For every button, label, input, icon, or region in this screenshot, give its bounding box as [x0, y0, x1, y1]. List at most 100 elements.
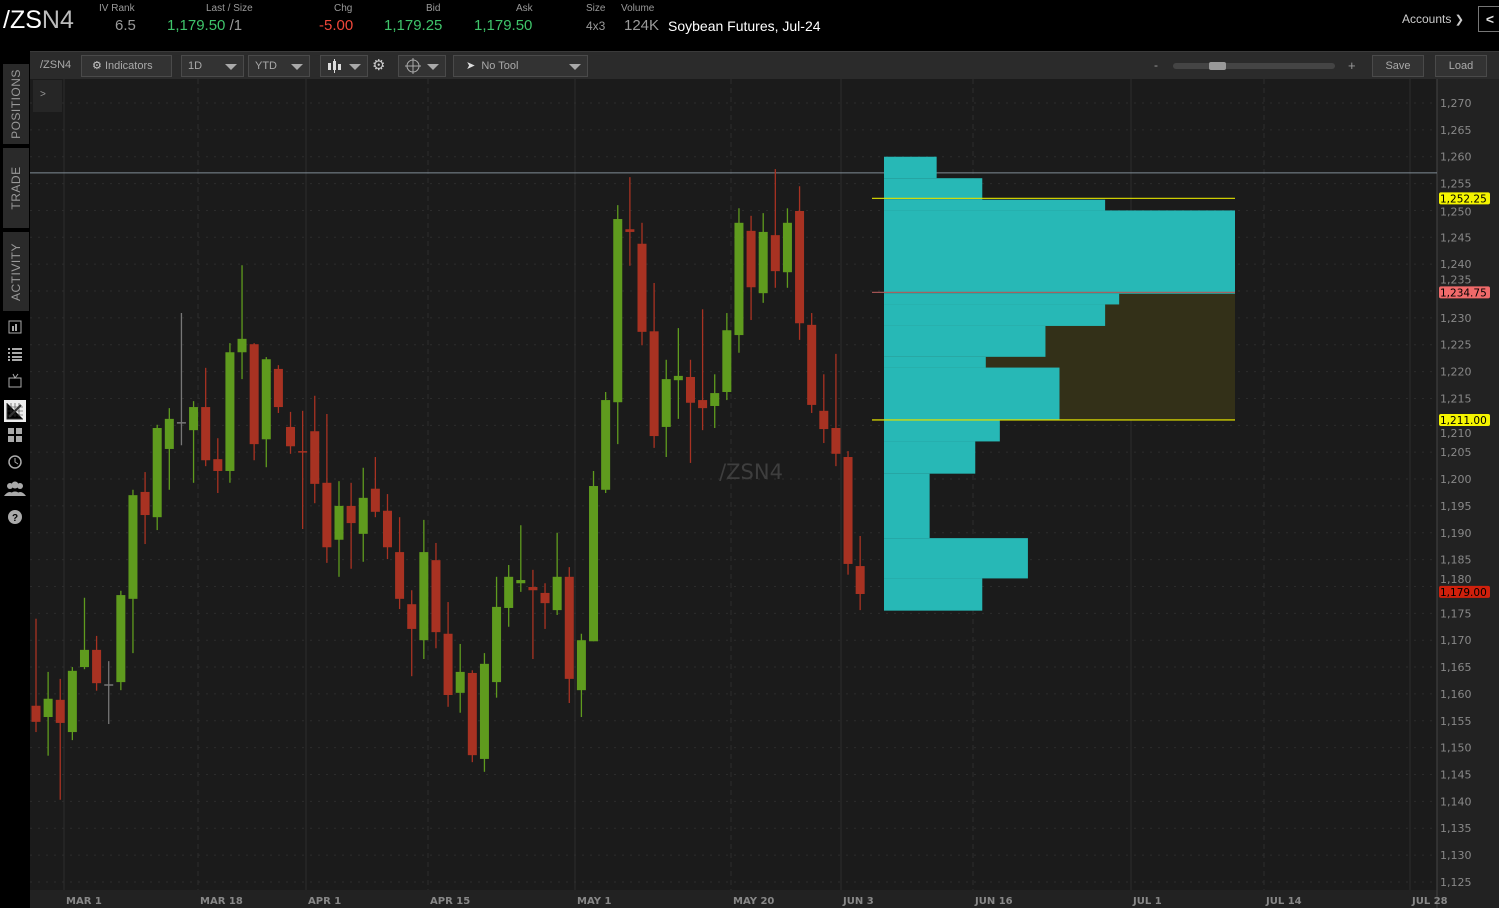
- candle-body: [467, 672, 477, 756]
- candle: [540, 583, 550, 629]
- left-sidebar: POSITIONS TRADE ACTIVITY ?: [0, 51, 30, 908]
- collapse-panel-button[interactable]: <: [1478, 6, 1499, 32]
- candle-body: [395, 552, 405, 599]
- tv-icon[interactable]: [6, 373, 24, 391]
- chart-watermark: /ZSN4: [719, 460, 783, 484]
- candle: [346, 482, 356, 569]
- volume-profile-bar: [884, 356, 986, 368]
- range-dropdown[interactable]: YTD: [248, 55, 310, 77]
- accounts-label: Accounts: [1402, 12, 1452, 26]
- zoom-in-button[interactable]: +: [1348, 58, 1356, 73]
- candle-body: [358, 497, 368, 534]
- candle: [79, 597, 89, 670]
- candle: [734, 208, 744, 353]
- candle-body: [589, 486, 599, 642]
- candle: [637, 222, 647, 346]
- candle-body: [576, 640, 586, 691]
- candle-body: [698, 400, 708, 409]
- candle: [504, 564, 514, 627]
- save-button[interactable]: Save: [1372, 55, 1424, 77]
- candle: [164, 408, 174, 490]
- candle: [673, 328, 683, 419]
- candle: [685, 359, 695, 463]
- symbol-title[interactable]: /ZSN4: [3, 6, 74, 35]
- candle-body: [843, 457, 853, 564]
- tab-activity[interactable]: ACTIVITY: [3, 232, 29, 311]
- candle: [176, 313, 186, 446]
- candle-body: [407, 604, 417, 629]
- symbol-root: /ZS: [3, 6, 42, 34]
- expand-studies-button[interactable]: >: [33, 80, 62, 112]
- tab-positions[interactable]: POSITIONS: [3, 64, 29, 144]
- ask-value: 1,179.50: [474, 17, 533, 34]
- grid-icon[interactable]: [6, 427, 24, 445]
- candle-body: [685, 376, 695, 403]
- candle-body: [225, 352, 235, 471]
- candle-body: [189, 407, 199, 431]
- candle: [722, 313, 732, 401]
- size-label: Size: [586, 3, 606, 14]
- load-button[interactable]: Load: [1435, 55, 1487, 77]
- candle: [31, 618, 41, 733]
- date-tick-label: JUL 28: [1411, 896, 1448, 907]
- help-icon[interactable]: ?: [6, 509, 24, 527]
- last-price: 1,179.50: [167, 17, 226, 34]
- volume-profile-bar: [884, 156, 937, 179]
- drawing-tool-dropdown[interactable]: ➤ No Tool: [453, 55, 588, 77]
- chart-type-dropdown[interactable]: [320, 55, 368, 77]
- candle-body: [92, 649, 102, 684]
- price-axis: [1437, 79, 1499, 908]
- zoom-slider-thumb[interactable]: [1209, 62, 1227, 70]
- candle: [225, 343, 235, 483]
- price-chart[interactable]: 1,125 1,130 1,135 1,140 1,145 1,150 1,155 1,160…: [30, 79, 1499, 908]
- pointer-icon: ➤: [466, 60, 476, 72]
- crosshair-dropdown[interactable]: [398, 55, 446, 77]
- time-axis: [30, 890, 1437, 908]
- candle-body: [431, 560, 441, 633]
- candle: [516, 525, 526, 592]
- price-tick-label: 1,270: [1440, 97, 1472, 110]
- community-icon[interactable]: [4, 481, 26, 499]
- iv-rank-value: 6.5: [115, 17, 136, 34]
- date-tick-label: APR 1: [308, 896, 341, 907]
- candle: [613, 205, 623, 445]
- candle: [710, 374, 720, 429]
- aggregation-dropdown[interactable]: 1D: [181, 55, 244, 77]
- tab-trade[interactable]: TRADE: [3, 148, 29, 228]
- volume-profile-bar: [884, 293, 1120, 305]
- history-icon[interactable]: [6, 454, 24, 472]
- accounts-dropdown[interactable]: Accounts ❯: [1402, 12, 1464, 26]
- candle: [92, 635, 102, 691]
- caret-down-icon: [569, 64, 581, 70]
- price-tick-label: 1,145: [1440, 769, 1472, 782]
- price-tick-label: 1,235: [1440, 273, 1472, 286]
- drawing-tool-value: No Tool: [481, 60, 519, 72]
- date-tick-label: JUL 14: [1265, 896, 1302, 907]
- volume-profile-bar: [884, 578, 983, 611]
- price-tick-label: 1,150: [1440, 742, 1472, 755]
- candle-body: [795, 210, 805, 324]
- chart-icon[interactable]: [4, 400, 26, 422]
- candle: [298, 410, 308, 529]
- volume-profile-bar: [884, 367, 1060, 420]
- candle-body: [140, 491, 150, 516]
- candle: [564, 567, 574, 704]
- chevron-down-icon: ❯: [1454, 14, 1464, 26]
- candle-body: [382, 510, 392, 548]
- candle: [782, 208, 792, 288]
- caret-down-icon: [349, 64, 361, 70]
- candle: [649, 282, 659, 448]
- indicators-button[interactable]: ⚙ Indicators: [81, 55, 172, 77]
- chevron-left-icon: <: [1485, 11, 1495, 27]
- news-icon[interactable]: [6, 319, 24, 337]
- tab-label: ACTIVITY: [9, 242, 23, 301]
- zoom-out-button[interactable]: -: [1154, 58, 1158, 72]
- gear-icon[interactable]: ⚙: [372, 57, 386, 74]
- chart-symbol[interactable]: /ZSN4: [40, 59, 72, 71]
- watchlist-icon[interactable]: [6, 346, 24, 364]
- candle-body: [31, 705, 41, 722]
- price-tick-label: 1,180: [1440, 573, 1472, 586]
- date-tick-label: JUL 1: [1132, 896, 1162, 907]
- zoom-slider[interactable]: [1173, 62, 1335, 70]
- caret-down-icon: [291, 64, 303, 70]
